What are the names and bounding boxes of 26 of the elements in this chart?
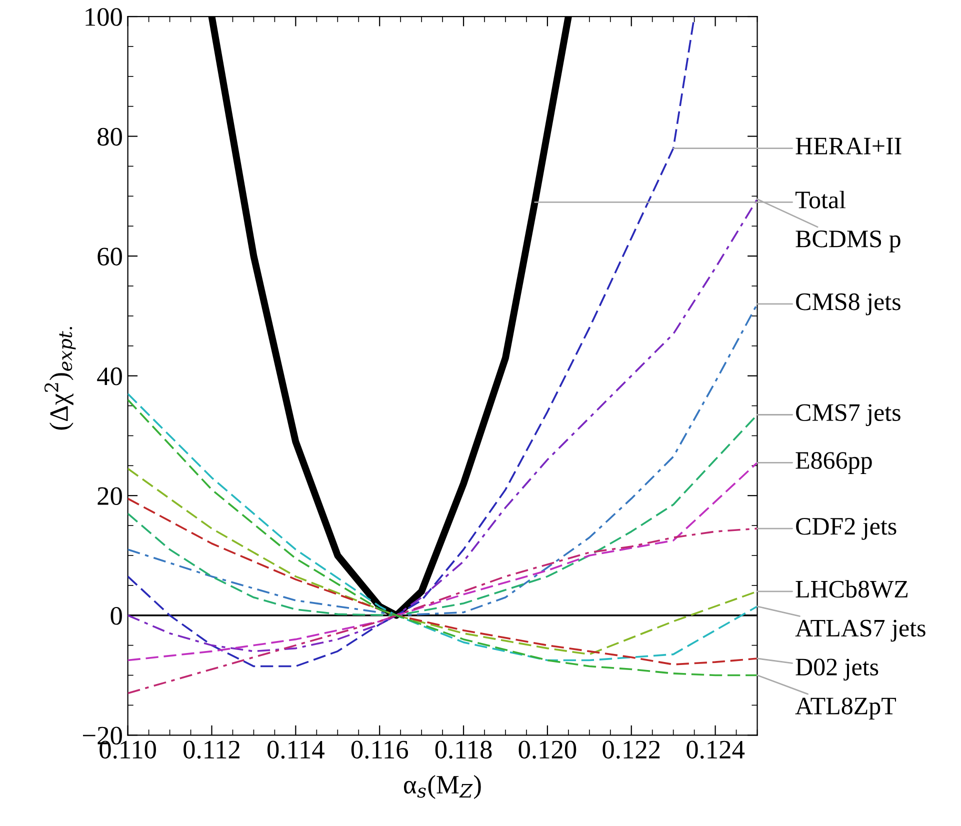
annotation: Total (795, 190, 846, 208)
x-tick-label: 0.120 (518, 740, 576, 759)
annotation: ATL8ZpT (795, 698, 896, 720)
x-axis-title: α$_{s}$(M$_{Z}$) (404, 775, 481, 799)
y-tick-label: 0 (110, 606, 122, 625)
annotation: E866pp (796, 452, 872, 474)
y-tick-label: 80 (98, 128, 122, 146)
annotation: D02 jets (796, 658, 878, 681)
x-tick-label: 0.122 (602, 740, 660, 759)
x-tick-label: 0.112 (184, 740, 240, 759)
annotation: BCDMS p (796, 230, 900, 252)
x-tick-label: 0.114 (267, 740, 324, 759)
x-tick-label: 0.118 (435, 740, 492, 759)
x-tick-label: 0.116 (351, 740, 408, 759)
y-tick-label: 60 (98, 248, 122, 266)
annotation: CMS8 jets (796, 293, 900, 316)
y-tick-label: 40 (97, 367, 122, 386)
y-tick-label: 100 (86, 8, 122, 26)
annotation: CMS7 jets (796, 404, 900, 426)
y-axis-title: (Δχ$^{2}$)$_{expt.}$ (44, 326, 76, 430)
annotation: LHCb8WZ (796, 580, 908, 598)
x-tick-label: 0.124 (686, 740, 745, 759)
annotation: HERAI+II (796, 138, 902, 154)
annotation: CDF2 jets (796, 518, 896, 540)
y-tick-label: 20 (98, 487, 122, 506)
annotation: ATLAS7 jets (795, 620, 926, 642)
